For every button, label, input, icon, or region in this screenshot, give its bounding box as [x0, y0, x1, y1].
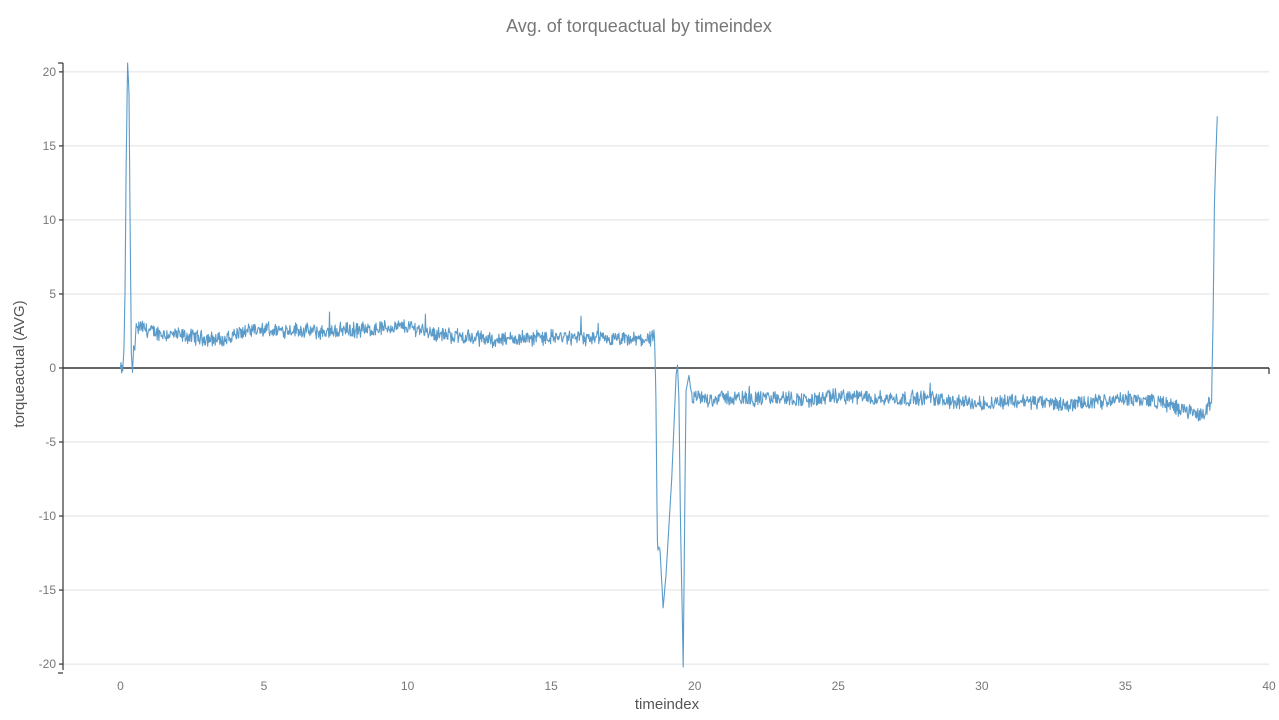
y-tick-label: -5: [45, 435, 56, 449]
grid: [63, 71, 1269, 665]
x-axis-label: timeindex: [635, 696, 700, 713]
y-tick-label: 15: [43, 139, 57, 153]
x-tick-label: 20: [688, 679, 702, 693]
y-tick-label: 20: [43, 65, 57, 79]
x-tick-label: 10: [401, 679, 415, 693]
series-line: [119, 62, 1218, 668]
x-tick-label: 15: [544, 679, 558, 693]
x-tick-label: 40: [1262, 679, 1276, 693]
x-tick-label: 30: [975, 679, 989, 693]
axes: [58, 62, 1270, 674]
chart-title: Avg. of torqueactual by timeindex: [506, 16, 772, 36]
y-tick-label: -15: [39, 583, 57, 597]
x-tick-label: 25: [832, 679, 846, 693]
y-tick-label: -10: [39, 509, 57, 523]
y-tick-label: -20: [39, 657, 57, 671]
tick-labels: -20 -15 -10 -5 0 5 10 15 20 0 5 10 15 20 25 30 35 40: [39, 65, 1276, 693]
y-tick-label: 5: [49, 287, 56, 301]
series-layer: [119, 62, 1218, 668]
x-tick-label: 35: [1119, 679, 1133, 693]
y-tick-label: 10: [43, 213, 57, 227]
y-axis-label: torqueactual (AVG): [11, 300, 28, 427]
y-tick-label: 0: [49, 361, 56, 375]
x-tick-label: 5: [261, 679, 268, 693]
x-tick-label: 0: [117, 679, 124, 693]
